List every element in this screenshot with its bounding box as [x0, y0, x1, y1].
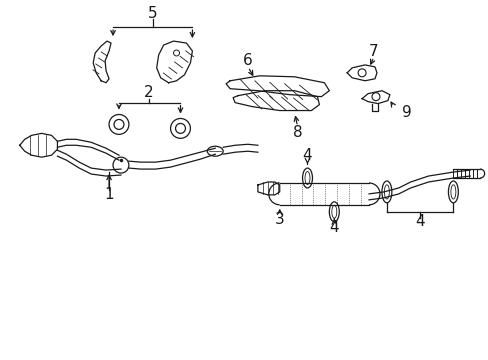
Text: 9: 9 — [401, 105, 411, 120]
Text: 8: 8 — [292, 125, 302, 140]
Text: 6: 6 — [243, 53, 252, 68]
Text: 1: 1 — [104, 188, 114, 202]
Text: 4: 4 — [302, 148, 312, 163]
Text: 7: 7 — [368, 44, 378, 59]
Text: 2: 2 — [143, 85, 153, 100]
Text: 4: 4 — [414, 214, 424, 229]
Text: 3: 3 — [274, 212, 284, 227]
Text: 5: 5 — [147, 6, 157, 21]
Text: 4: 4 — [329, 220, 338, 235]
